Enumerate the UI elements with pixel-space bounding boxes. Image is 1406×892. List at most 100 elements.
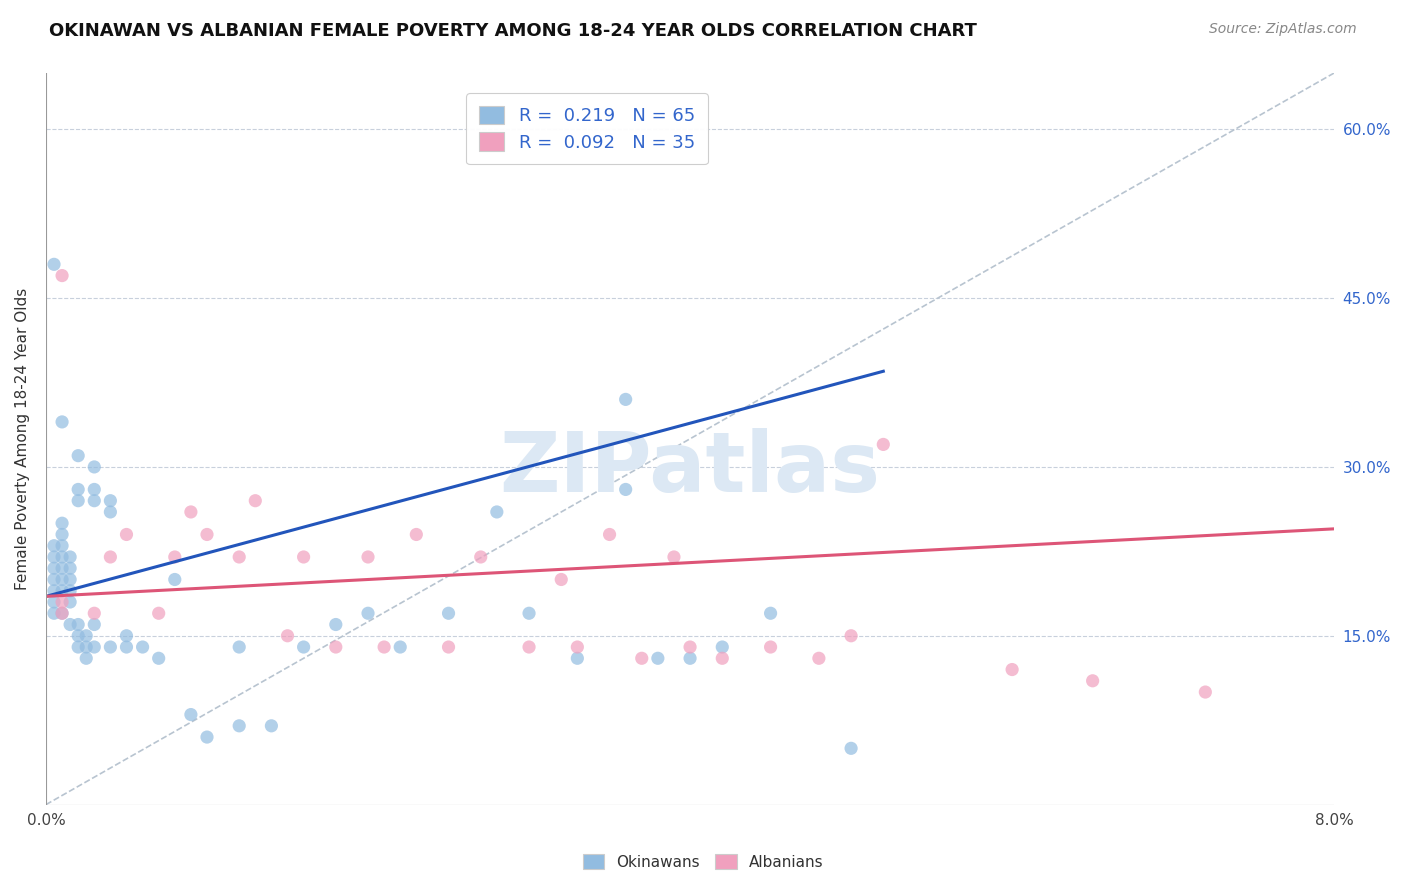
Point	[115, 629, 138, 643]
Point	[115, 640, 138, 654]
Point	[599, 527, 621, 541]
Point	[59, 595, 82, 609]
Point	[276, 629, 298, 643]
Point	[437, 607, 460, 621]
Point	[100, 505, 122, 519]
Legend: Okinawans, Albanians: Okinawans, Albanians	[575, 846, 831, 877]
Point	[759, 607, 782, 621]
Point	[83, 640, 105, 654]
Point	[195, 527, 218, 541]
Legend: R =  0.219   N = 65, R =  0.092   N = 35: R = 0.219 N = 65, R = 0.092 N = 35	[467, 93, 707, 164]
Point	[195, 730, 218, 744]
Point	[51, 527, 73, 541]
Point	[373, 640, 395, 654]
Point	[75, 640, 97, 654]
Point	[51, 268, 73, 283]
Point	[42, 573, 65, 587]
Point	[647, 651, 669, 665]
Point	[325, 640, 347, 654]
Point	[711, 640, 734, 654]
Point	[711, 651, 734, 665]
Point	[180, 505, 202, 519]
Point	[67, 483, 90, 497]
Point	[567, 651, 589, 665]
Point	[67, 629, 90, 643]
Point	[115, 527, 138, 541]
Point	[51, 607, 73, 621]
Point	[405, 527, 427, 541]
Point	[51, 583, 73, 598]
Point	[51, 607, 73, 621]
Text: Source: ZipAtlas.com: Source: ZipAtlas.com	[1209, 22, 1357, 37]
Point	[59, 617, 82, 632]
Point	[470, 549, 492, 564]
Point	[437, 640, 460, 654]
Point	[292, 549, 315, 564]
Point	[42, 607, 65, 621]
Point	[51, 595, 73, 609]
Point	[83, 617, 105, 632]
Point	[357, 607, 380, 621]
Point	[485, 505, 508, 519]
Point	[42, 583, 65, 598]
Point	[67, 449, 90, 463]
Point	[807, 651, 830, 665]
Point	[517, 640, 540, 654]
Point	[51, 573, 73, 587]
Point	[163, 573, 186, 587]
Point	[567, 640, 589, 654]
Point	[75, 651, 97, 665]
Point	[260, 719, 283, 733]
Point	[148, 651, 170, 665]
Point	[42, 539, 65, 553]
Point	[131, 640, 153, 654]
Point	[100, 493, 122, 508]
Point	[245, 493, 267, 508]
Y-axis label: Female Poverty Among 18-24 Year Olds: Female Poverty Among 18-24 Year Olds	[15, 287, 30, 590]
Point	[42, 595, 65, 609]
Point	[42, 561, 65, 575]
Point	[59, 549, 82, 564]
Point	[550, 573, 572, 587]
Point	[163, 549, 186, 564]
Point	[180, 707, 202, 722]
Point	[839, 629, 862, 643]
Point	[83, 483, 105, 497]
Point	[83, 459, 105, 474]
Point	[51, 415, 73, 429]
Point	[357, 549, 380, 564]
Point	[51, 516, 73, 531]
Text: OKINAWAN VS ALBANIAN FEMALE POVERTY AMONG 18-24 YEAR OLDS CORRELATION CHART: OKINAWAN VS ALBANIAN FEMALE POVERTY AMON…	[49, 22, 977, 40]
Point	[872, 437, 894, 451]
Point	[67, 493, 90, 508]
Point	[228, 549, 250, 564]
Point	[1194, 685, 1216, 699]
Point	[51, 549, 73, 564]
Point	[759, 640, 782, 654]
Point	[389, 640, 412, 654]
Point	[100, 549, 122, 564]
Point	[59, 561, 82, 575]
Point	[662, 549, 685, 564]
Point	[100, 640, 122, 654]
Point	[1081, 673, 1104, 688]
Point	[51, 539, 73, 553]
Point	[42, 549, 65, 564]
Point	[83, 607, 105, 621]
Point	[614, 392, 637, 407]
Point	[67, 617, 90, 632]
Point	[228, 719, 250, 733]
Point	[630, 651, 652, 665]
Point	[1001, 663, 1024, 677]
Point	[83, 493, 105, 508]
Point	[292, 640, 315, 654]
Point	[75, 629, 97, 643]
Point	[839, 741, 862, 756]
Point	[51, 561, 73, 575]
Point	[517, 607, 540, 621]
Point	[325, 617, 347, 632]
Point	[614, 483, 637, 497]
Point	[228, 640, 250, 654]
Point	[679, 651, 702, 665]
Point	[148, 607, 170, 621]
